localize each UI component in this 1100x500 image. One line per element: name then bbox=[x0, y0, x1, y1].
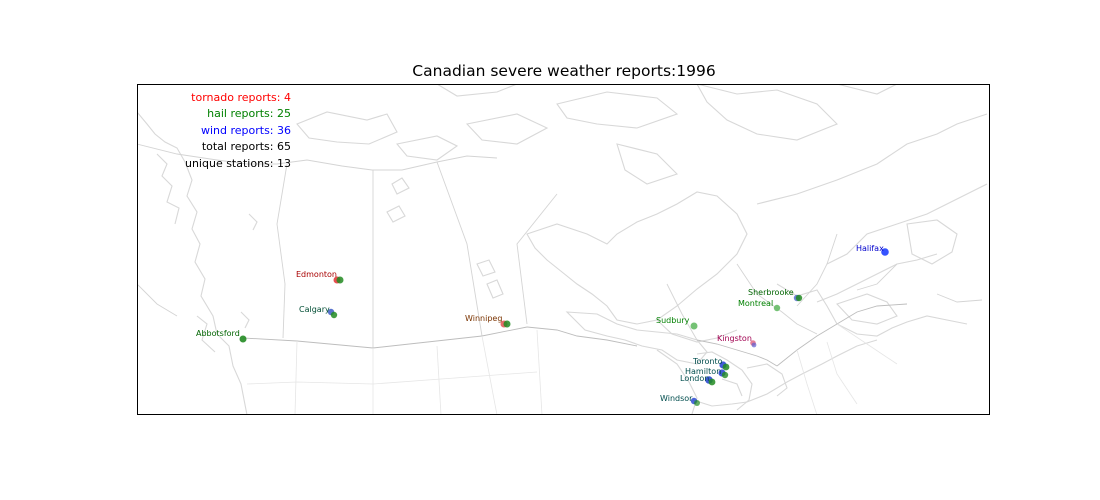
marker-winnipeg-hail bbox=[503, 320, 511, 328]
marker-montreal-hail bbox=[773, 304, 781, 312]
label-winnipeg: Winnipeg bbox=[465, 314, 502, 323]
marker-windsor-hail bbox=[694, 400, 700, 406]
label-sudbury: Sudbury bbox=[656, 316, 690, 325]
label-abbotsford: Abbotsford bbox=[196, 329, 240, 338]
marker-edmonton-hail bbox=[336, 276, 344, 284]
label-toronto: Toronto bbox=[692, 357, 723, 366]
marker-calgary-hail bbox=[330, 311, 338, 319]
label-kingston: Kingston bbox=[717, 334, 752, 343]
stat-wind-reports: wind reports: 36 bbox=[200, 124, 291, 137]
marker-kingston-wind bbox=[751, 342, 757, 348]
province-boundaries bbox=[137, 143, 983, 348]
label-sherbrooke: Sherbrooke bbox=[748, 288, 794, 297]
label-halifax: Halifax bbox=[856, 244, 884, 253]
marker-sherbrooke-hail bbox=[795, 294, 803, 302]
stat-total-reports: total reports: 65 bbox=[201, 140, 291, 153]
coastlines bbox=[137, 84, 988, 415]
label-calgary: Calgary bbox=[299, 305, 330, 314]
us-state-boundaries bbox=[246, 323, 898, 415]
stat-unique-stations: unique stations: 13 bbox=[184, 157, 291, 170]
city-markers: Edmonton Calgary Abbotsford Winnipeg Sud… bbox=[196, 244, 889, 406]
map-border bbox=[137, 84, 990, 415]
marker-halifax-wind bbox=[881, 248, 889, 256]
marker-sudbury-hail bbox=[690, 322, 698, 330]
marker-london-hail bbox=[708, 378, 716, 386]
map-canvas: Edmonton Calgary Abbotsford Winnipeg Sud… bbox=[137, 84, 990, 415]
label-windsor: Windsor bbox=[660, 394, 693, 403]
label-london: London bbox=[680, 374, 709, 383]
stat-hail-reports: hail reports: 25 bbox=[207, 107, 291, 120]
stat-tornado-reports: tornado reports: 4 bbox=[191, 91, 291, 104]
marker-hamilton-hail bbox=[721, 371, 729, 379]
label-hamilton: Hamilton bbox=[685, 367, 721, 376]
marker-abbotsford-hail bbox=[239, 335, 247, 343]
map-title: Canadian severe weather reports:1996 bbox=[412, 62, 716, 80]
marker-toronto-hail bbox=[722, 363, 730, 371]
label-edmonton: Edmonton bbox=[296, 270, 337, 279]
label-montreal: Montreal bbox=[738, 299, 773, 308]
